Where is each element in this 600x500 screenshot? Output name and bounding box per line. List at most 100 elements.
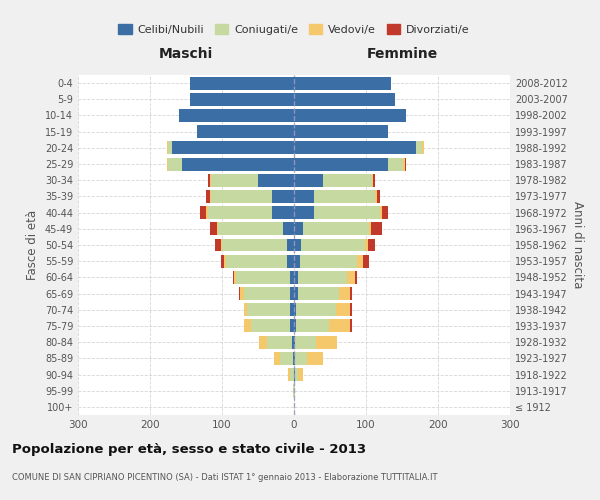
Bar bbox=[294, 352, 295, 365]
Bar bbox=[294, 238, 301, 252]
Bar bbox=[208, 174, 210, 186]
Bar bbox=[323, 174, 372, 186]
Bar bbox=[236, 271, 290, 284]
Bar bbox=[294, 93, 395, 106]
Bar bbox=[416, 142, 422, 154]
Y-axis label: Anni di nascita: Anni di nascita bbox=[571, 202, 584, 288]
Bar bbox=[363, 254, 369, 268]
Bar bbox=[280, 352, 293, 365]
Bar bbox=[294, 384, 295, 397]
Bar bbox=[294, 109, 406, 122]
Bar bbox=[217, 222, 218, 235]
Bar bbox=[221, 238, 222, 252]
Bar bbox=[226, 254, 287, 268]
Bar bbox=[294, 320, 296, 332]
Bar bbox=[298, 271, 347, 284]
Bar bbox=[287, 238, 294, 252]
Bar bbox=[294, 174, 323, 186]
Bar bbox=[266, 336, 292, 348]
Bar bbox=[296, 320, 329, 332]
Bar bbox=[369, 222, 371, 235]
Bar bbox=[294, 222, 302, 235]
Bar bbox=[259, 336, 266, 348]
Bar bbox=[197, 125, 294, 138]
Bar bbox=[294, 206, 314, 219]
Bar bbox=[340, 287, 350, 300]
Bar bbox=[234, 271, 236, 284]
Bar bbox=[283, 222, 294, 235]
Bar bbox=[302, 222, 369, 235]
Bar bbox=[168, 142, 172, 154]
Bar bbox=[182, 158, 294, 170]
Bar bbox=[272, 190, 294, 203]
Bar bbox=[190, 76, 294, 90]
Bar bbox=[172, 142, 294, 154]
Bar bbox=[388, 158, 403, 170]
Bar bbox=[294, 190, 314, 203]
Bar bbox=[179, 109, 294, 122]
Bar bbox=[211, 174, 258, 186]
Bar bbox=[290, 320, 294, 332]
Bar bbox=[287, 254, 294, 268]
Bar bbox=[295, 352, 307, 365]
Bar bbox=[294, 142, 416, 154]
Text: Popolazione per età, sesso e stato civile - 2013: Popolazione per età, sesso e stato civil… bbox=[12, 442, 366, 456]
Bar bbox=[251, 320, 290, 332]
Bar bbox=[380, 206, 382, 219]
Bar bbox=[294, 271, 298, 284]
Bar bbox=[247, 304, 290, 316]
Bar bbox=[307, 352, 323, 365]
Bar bbox=[350, 304, 352, 316]
Bar bbox=[377, 190, 380, 203]
Bar bbox=[296, 304, 336, 316]
Bar bbox=[290, 304, 294, 316]
Bar bbox=[258, 174, 294, 186]
Bar bbox=[294, 368, 295, 381]
Bar bbox=[376, 190, 377, 203]
Bar bbox=[244, 287, 290, 300]
Bar bbox=[287, 368, 290, 381]
Bar bbox=[403, 158, 405, 170]
Bar bbox=[294, 304, 296, 316]
Bar bbox=[290, 287, 294, 300]
Bar bbox=[292, 336, 294, 348]
Bar bbox=[233, 271, 234, 284]
Bar bbox=[294, 287, 298, 300]
Bar bbox=[293, 352, 294, 365]
Bar bbox=[210, 222, 217, 235]
Bar bbox=[294, 125, 388, 138]
Bar bbox=[336, 304, 350, 316]
Bar bbox=[293, 384, 294, 397]
Bar bbox=[316, 336, 337, 348]
Bar bbox=[240, 287, 244, 300]
Bar bbox=[371, 222, 382, 235]
Bar bbox=[211, 190, 272, 203]
Text: Maschi: Maschi bbox=[159, 48, 213, 62]
Bar bbox=[274, 352, 280, 365]
Bar bbox=[294, 254, 300, 268]
Bar bbox=[405, 158, 406, 170]
Bar bbox=[244, 304, 247, 316]
Bar bbox=[294, 76, 391, 90]
Bar bbox=[300, 254, 358, 268]
Bar bbox=[350, 287, 352, 300]
Legend: Celibi/Nubili, Coniugati/e, Vedovi/e, Divorziati/e: Celibi/Nubili, Coniugati/e, Vedovi/e, Di… bbox=[114, 20, 474, 39]
Bar bbox=[206, 190, 210, 203]
Bar bbox=[206, 206, 208, 219]
Bar bbox=[347, 271, 355, 284]
Bar bbox=[290, 271, 294, 284]
Bar bbox=[222, 238, 287, 252]
Bar bbox=[200, 206, 206, 219]
Y-axis label: Fasce di età: Fasce di età bbox=[26, 210, 39, 280]
Bar bbox=[298, 287, 340, 300]
Text: Femmine: Femmine bbox=[367, 48, 437, 62]
Bar bbox=[373, 174, 376, 186]
Bar bbox=[329, 320, 350, 332]
Bar bbox=[218, 222, 283, 235]
Bar bbox=[382, 206, 388, 219]
Bar bbox=[314, 190, 376, 203]
Bar bbox=[244, 320, 251, 332]
Bar bbox=[221, 254, 224, 268]
Bar bbox=[314, 206, 380, 219]
Bar bbox=[239, 287, 240, 300]
